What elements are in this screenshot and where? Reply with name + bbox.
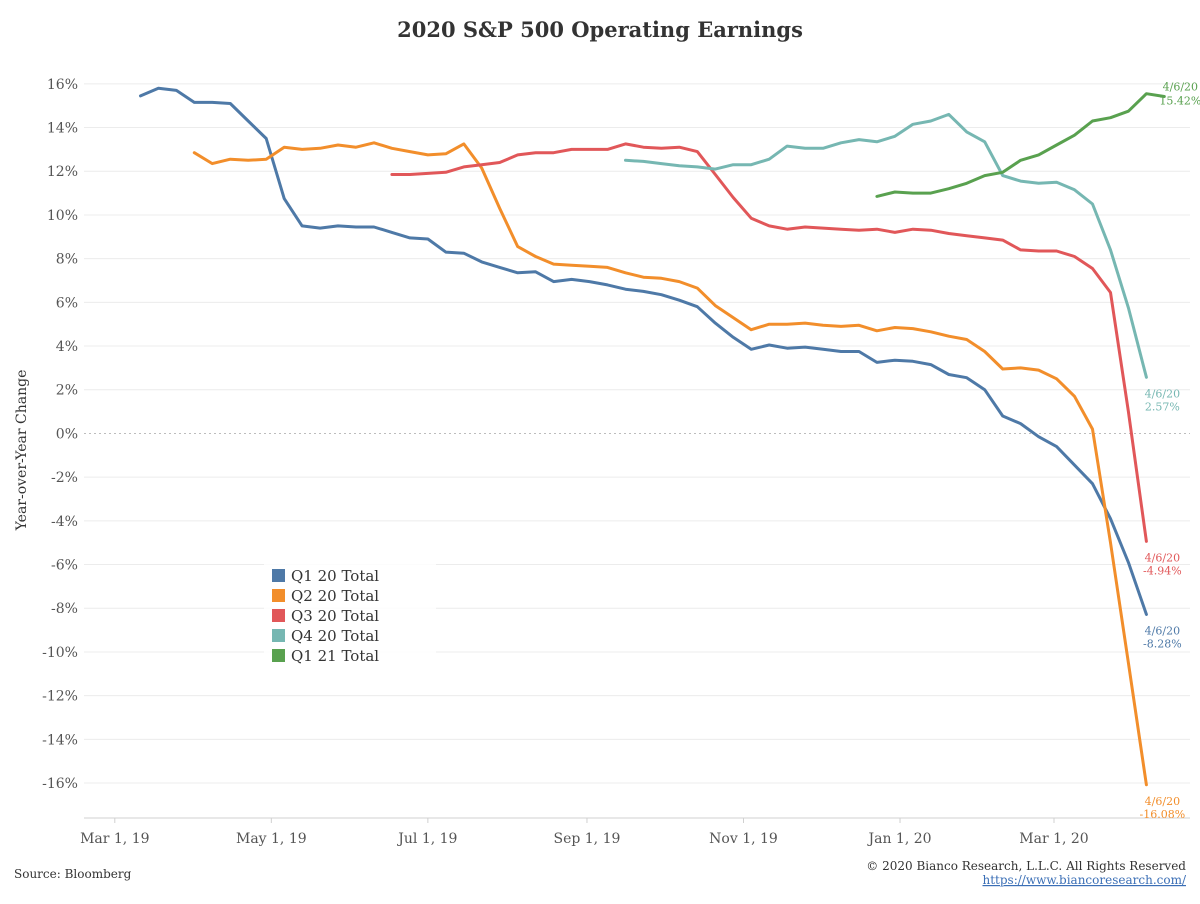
y-tick-label: -6%	[51, 558, 78, 574]
y-tick-label: -2%	[51, 470, 78, 486]
end-label-date: 4/6/20	[1145, 387, 1180, 400]
end-label-date: 4/6/20	[1145, 624, 1180, 637]
end-label-value: 15.42%	[1159, 95, 1200, 108]
end-label-value: -8.28%	[1143, 637, 1182, 650]
y-tick-label: 4%	[56, 339, 78, 355]
axes: 16% 14% 12% 10% 8% 6% 4% 2% 0% -2% -4% -6% -8% -10% -1…	[42, 77, 1190, 847]
legend-entry: Q2 20 Total	[291, 587, 379, 605]
y-tick-label: 14%	[47, 121, 78, 137]
legend-swatch	[272, 649, 285, 662]
y-tick-label: 10%	[47, 208, 78, 224]
x-tick-label: Jan 1, 20	[866, 831, 931, 847]
x-tick-label: Mar 1, 19	[80, 831, 149, 847]
y-tick-label: -4%	[51, 514, 78, 530]
legend-entry: Q3 20 Total	[291, 607, 379, 625]
legend-swatch	[272, 569, 285, 582]
y-tick-label: -8%	[51, 601, 78, 617]
y-tick-label: 8%	[56, 252, 78, 268]
y-tick-label: -12%	[42, 689, 78, 705]
end-labels: 4/6/20-8.28%4/6/20-16.08%4/6/20-4.94%4/6…	[1140, 81, 1200, 821]
legend-swatch	[272, 589, 285, 602]
grid-lines	[84, 83, 1190, 784]
y-tick-label: 6%	[56, 295, 78, 311]
end-label-value: 2.57%	[1145, 400, 1180, 413]
copyright-note: © 2020 Bianco Research, L.L.C. All Right…	[866, 859, 1186, 873]
legend-background	[264, 561, 436, 667]
series-line-q1-21-total	[875, 92, 1166, 198]
end-label-value: -16.08%	[1140, 808, 1186, 821]
legend-entry: Q1 21 Total	[291, 647, 379, 665]
y-tick-label: 2%	[56, 383, 78, 399]
y-tick-label: 16%	[47, 77, 78, 93]
legend-entry: Q4 20 Total	[291, 627, 379, 645]
series-line-q1-20-total	[139, 86, 1148, 616]
x-tick-label: May 1, 19	[236, 831, 307, 847]
end-label-value: -4.94%	[1143, 564, 1182, 577]
series-line-q4-20-total	[624, 112, 1148, 379]
y-axis-label: Year-over-Year Change	[14, 370, 30, 532]
end-label-date: 4/6/20	[1145, 551, 1180, 564]
y-tick-label: -10%	[42, 645, 78, 661]
chart-title: 2020 S&P 500 Operating Earnings	[397, 17, 803, 42]
y-tick-label: 12%	[47, 164, 78, 180]
series-lines	[139, 86, 1166, 787]
source-note: Source: Bloomberg	[14, 867, 132, 881]
website-link[interactable]: https://www.biancoresearch.com/	[982, 873, 1186, 887]
legend-swatch	[272, 609, 285, 622]
y-tick-label: -16%	[42, 776, 78, 792]
y-tick-label: -14%	[42, 732, 78, 748]
x-tick-label: Nov 1, 19	[709, 831, 778, 847]
end-label-date: 4/6/20	[1163, 81, 1198, 94]
x-tick-label: Jul 1, 19	[396, 831, 457, 847]
legend-swatch	[272, 629, 285, 642]
end-label-date: 4/6/20	[1145, 795, 1180, 808]
x-tick-label: Sep 1, 19	[553, 831, 620, 847]
series-line-q3-20-total	[390, 142, 1148, 543]
x-tick-label: Mar 1, 20	[1019, 831, 1088, 847]
series-line-q2-20-total	[192, 141, 1148, 787]
y-tick-label: 0%	[56, 426, 78, 442]
legend: Q1 20 Total Q2 20 Total Q3 20 Total Q4 20 T…	[264, 561, 436, 667]
legend-entry: Q1 20 Total	[291, 567, 379, 585]
